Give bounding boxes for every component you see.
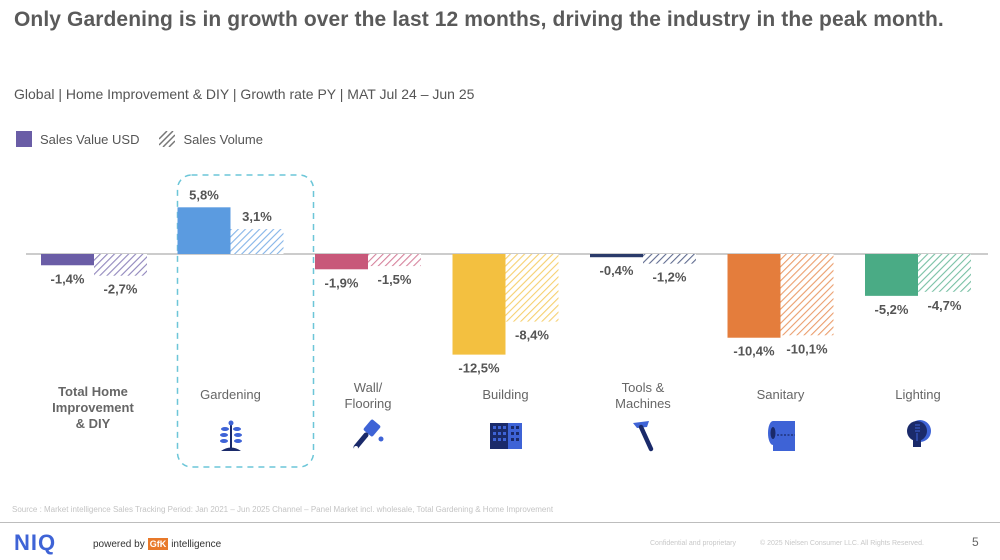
- category-label-line: Lighting: [895, 387, 941, 402]
- bar-value: [865, 254, 918, 296]
- category-label-line: Total Home: [58, 384, 128, 399]
- copyright-note: © 2025 Nielsen Consumer LLC. All Rights …: [760, 540, 924, 547]
- category-label-line: & DIY: [75, 416, 111, 431]
- bar-value: [727, 254, 781, 338]
- legend-swatch-solid: [16, 131, 32, 147]
- legend-item-sales-volume: Sales Volume: [158, 130, 263, 148]
- category-label: Sanitary: [726, 387, 836, 403]
- category-label-line: Improvement: [52, 400, 134, 415]
- data-label: 5,8%: [189, 187, 219, 202]
- data-label: -12,5%: [458, 361, 500, 376]
- data-label: -1,2%: [653, 270, 687, 285]
- slide-title: Only Gardening is in growth over the las…: [14, 8, 944, 31]
- bar-value: [177, 207, 231, 254]
- powered-by-text: powered by: [93, 538, 145, 550]
- legend-swatch-hatched: [158, 130, 177, 148]
- building-icon: [486, 415, 526, 455]
- category-label: Total Home Improvement & DIY: [38, 384, 148, 432]
- intelligence-text: intelligence: [171, 538, 222, 550]
- category-label-line: Machines: [615, 396, 671, 411]
- bar-volume: [918, 254, 971, 292]
- light-bulb-icon: [898, 415, 938, 455]
- bar-volume: [94, 254, 147, 276]
- legend-label: Sales Volume: [183, 131, 263, 147]
- bar-value: [315, 254, 368, 270]
- paint-brush-icon: [348, 415, 388, 455]
- hammer-icon: [623, 415, 663, 455]
- category-label-line: Building: [482, 387, 529, 402]
- niq-logo: NIQ: [14, 530, 57, 555]
- category-label-line: Gardening: [200, 387, 261, 402]
- data-label: -0,4%: [600, 263, 634, 278]
- category-label: Gardening: [176, 387, 286, 403]
- bar-value: [452, 254, 506, 355]
- source-note: Source : Market intelligence Sales Track…: [12, 505, 554, 514]
- data-label: -10,4%: [733, 344, 775, 359]
- data-label: -1,9%: [325, 275, 359, 290]
- category-label-line: Flooring: [344, 396, 392, 411]
- category-label: Lighting: [863, 387, 973, 403]
- data-label: -1,4%: [51, 271, 85, 286]
- data-label: -8,4%: [515, 328, 549, 343]
- category-label: Tools & Machines: [588, 380, 698, 412]
- data-label: -10,1%: [786, 341, 828, 356]
- toilet-paper-icon: [761, 415, 801, 455]
- bar-volume: [368, 254, 421, 267]
- data-label: 3,1%: [242, 209, 272, 224]
- category-label-line: Wall/: [353, 380, 383, 395]
- bar-value: [590, 254, 643, 258]
- legend: Sales Value USD Sales Volume: [16, 130, 283, 148]
- legend-label: Sales Value USD: [40, 131, 140, 147]
- plant-icon: [211, 415, 251, 455]
- powered-by: powered by GfK intelligence: [93, 538, 221, 550]
- data-label: -1,5%: [378, 272, 412, 287]
- slide-subtitle: Global | Home Improvement & DIY | Growth…: [14, 86, 475, 102]
- category-label: Wall/Flooring: [313, 380, 423, 412]
- bar-volume: [643, 254, 696, 264]
- bar-volume: [780, 254, 834, 336]
- bar-volume: [230, 229, 284, 254]
- legend-item-sales-value: Sales Value USD: [16, 131, 139, 147]
- bar-chart: -1,4% -2,7% 5,8% 3,1% -1,9% -1,5% -12,5% -8,4% -…: [26, 174, 988, 468]
- data-label: -4,7%: [928, 298, 962, 313]
- footer-divider: [0, 522, 1000, 523]
- gfk-logo: GfK: [147, 538, 169, 550]
- page-number: 5: [972, 535, 979, 549]
- category-label-line: Sanitary: [756, 387, 805, 402]
- category-label: Building: [451, 387, 561, 403]
- bar-value: [41, 254, 94, 266]
- data-label: -5,2%: [875, 302, 909, 317]
- data-label: -2,7%: [104, 282, 138, 297]
- bar-volume: [505, 254, 559, 322]
- category-label-line: Tools &: [621, 380, 665, 395]
- confidential-note: Confidential and proprietary: [650, 540, 736, 547]
